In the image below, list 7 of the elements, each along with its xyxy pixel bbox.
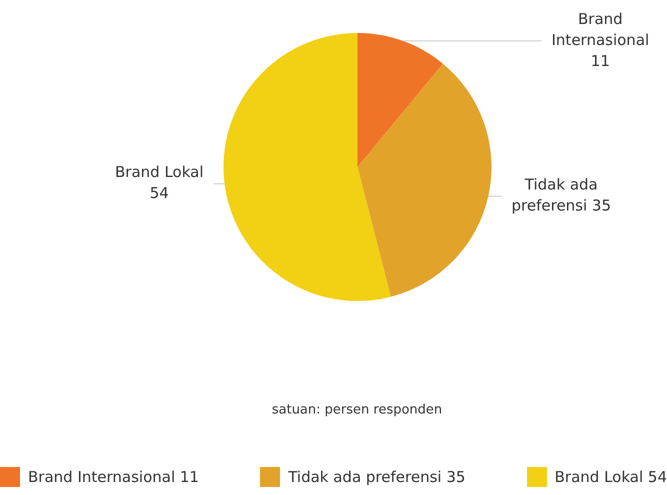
- text: satuan: persen responden: [272, 402, 442, 418]
- legend-label: Tidak ada preferensi 35: [288, 468, 466, 486]
- slice-label: Brand Lokal 54: [115, 163, 204, 202]
- slice-label: Brand Internasional 11: [552, 10, 650, 70]
- slice-label: Tidak ada preferensi 35: [511, 176, 612, 215]
- legend-label: Brand Lokal 54: [554, 468, 667, 486]
- legend-label: Brand Internasional 11: [28, 468, 199, 486]
